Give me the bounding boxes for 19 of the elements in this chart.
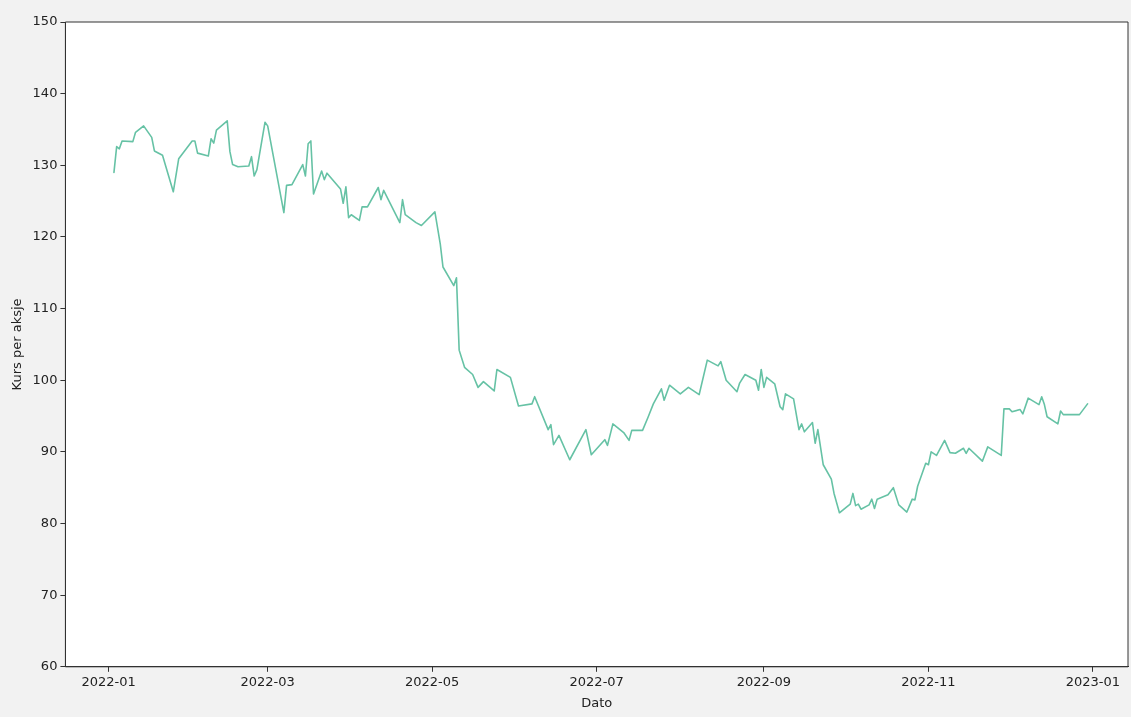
y-tick-label: 150 [32, 13, 58, 29]
x-tick-label: 2022-09 [736, 673, 792, 689]
y-tick-label: 120 [32, 228, 58, 244]
y-tick-label: 100 [32, 371, 58, 387]
x-tick-label: 2022-11 [901, 673, 956, 689]
y-axis-title: Kurs per aksje [9, 298, 25, 391]
x-tick-label: 2022-05 [405, 673, 460, 689]
y-tick-label: 80 [40, 514, 58, 530]
y-tick-label: 60 [40, 658, 58, 674]
y-tick-label: 90 [40, 443, 58, 459]
x-tick-label: 2022-01 [81, 673, 136, 689]
x-tick-label: 2022-07 [569, 673, 624, 689]
x-tick-label: 2023-01 [1065, 673, 1121, 689]
y-tick-label: 70 [40, 586, 58, 602]
y-tick-label: 140 [32, 85, 58, 101]
y-tick-label: 130 [32, 156, 58, 172]
x-tick-label: 2022-03 [240, 673, 295, 689]
y-tick-label: 110 [32, 299, 58, 315]
x-axis-title: Dato [581, 694, 613, 710]
